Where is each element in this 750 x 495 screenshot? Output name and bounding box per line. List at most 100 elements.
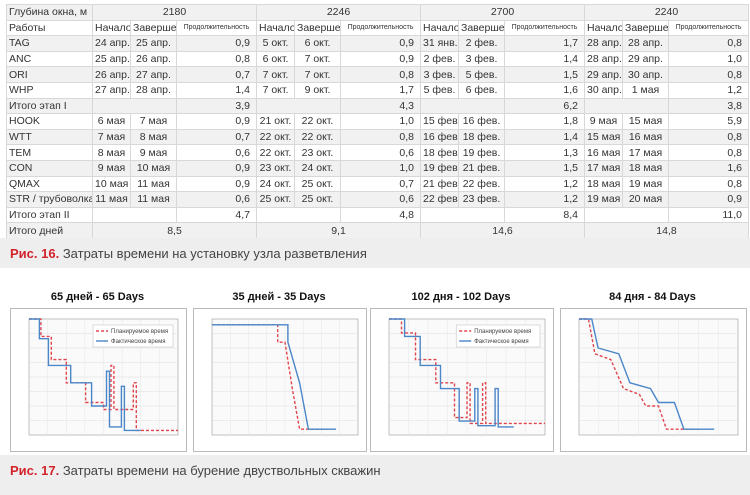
legend-label: Фактическое время xyxy=(111,339,165,345)
planned-time-line xyxy=(389,318,545,425)
end-date: 8 мая xyxy=(130,128,177,146)
stage-total: 3,9 xyxy=(176,97,257,115)
duration: 0,9 xyxy=(176,35,257,52)
table-row: Итого дней 8,5 9,1 14,6 14,8 xyxy=(6,222,749,239)
actual-time-line xyxy=(212,324,337,430)
start-date: 16 мая xyxy=(584,144,623,161)
start-date: 15 фев. xyxy=(420,113,459,130)
start-date: 25 окт. xyxy=(256,191,295,208)
end-date: 30 апр. xyxy=(622,66,669,83)
start-date: 5 окт. xyxy=(256,35,295,52)
figure-caption-text: Затраты времени на бурение двуствольных … xyxy=(62,463,381,478)
empty-cell xyxy=(584,97,669,115)
legend-label: Планируемое время xyxy=(474,329,531,335)
duration: 0,6 xyxy=(176,191,257,208)
stage-total: 4,8 xyxy=(340,206,421,224)
stage-total: 11,0 xyxy=(668,206,749,224)
duration: 0,9 xyxy=(340,35,421,52)
duration: 0,7 xyxy=(176,128,257,146)
duration: 0,7 xyxy=(340,175,421,193)
legend-label: Планируемое время xyxy=(111,329,168,335)
drilling-chart-2 xyxy=(193,308,367,452)
duration: 1,0 xyxy=(340,159,421,177)
grand-total: 14,6 xyxy=(420,222,585,239)
row-label: WHP xyxy=(6,81,93,99)
end-date: 6 окт. xyxy=(294,35,341,52)
column-header: Завершение xyxy=(458,19,505,37)
end-date: 1 мая xyxy=(622,81,669,99)
duration: 1,7 xyxy=(340,81,421,99)
planned-time-line xyxy=(579,318,699,430)
chart-title-3: 102 дня - 102 Days xyxy=(411,291,511,303)
duration: 5,9 xyxy=(668,113,749,130)
empty-cell xyxy=(256,97,341,115)
duration: 1,4 xyxy=(504,128,585,146)
end-date: 26 апр. xyxy=(130,50,177,68)
depth-value: 2240 xyxy=(584,4,749,21)
duration: 0,9 xyxy=(176,113,257,130)
stage-total: 4,7 xyxy=(176,206,257,224)
actual-time-line xyxy=(29,318,141,432)
drilling-chart-1: Планируемое время Фактическое время xyxy=(10,308,187,452)
start-date: 16 фев. xyxy=(420,128,459,146)
end-date: 18 мая xyxy=(622,159,669,177)
end-date: 11 мая xyxy=(130,191,177,208)
start-date: 28 апр. xyxy=(584,35,623,52)
end-date: 19 мая xyxy=(622,175,669,193)
duration: 1,6 xyxy=(504,81,585,99)
duration: 1,4 xyxy=(176,81,257,99)
duration: 1,0 xyxy=(340,113,421,130)
end-date: 10 мая xyxy=(130,159,177,177)
start-date: 2 фев. xyxy=(420,50,459,68)
figure-caption-16: Рис. 16. Затраты времени на установку уз… xyxy=(10,246,367,261)
end-date: 23 фев. xyxy=(458,191,505,208)
chart-title-1: 65 дней - 65 Days xyxy=(50,291,145,303)
column-header: Начало xyxy=(420,19,459,37)
drilling-chart-3: Планируемое время Фактическое время xyxy=(370,308,554,452)
start-date: 25 апр. xyxy=(92,50,131,68)
actual-time-line xyxy=(389,318,514,428)
end-date: 25 апр. xyxy=(130,35,177,52)
works-label: Работы xyxy=(6,19,93,37)
end-date: 22 фев. xyxy=(458,175,505,193)
end-date: 25 окт. xyxy=(294,175,341,193)
row-label: Итого этап I xyxy=(6,97,93,115)
table-row: WTT 7 мая 8 мая 0,7 22 окт. 22 окт. 0,8 16 фев.… xyxy=(6,128,749,146)
duration: 0,9 xyxy=(176,159,257,177)
table-row: ORI 26 апр. 27 апр. 0,7 7 окт. 7 окт. 0,8 3 фев… xyxy=(6,66,749,83)
start-date: 17 мая xyxy=(584,159,623,177)
table-row: Итого этап II 4,7 4,8 8,4 11,0 xyxy=(6,206,749,224)
empty-cell xyxy=(92,206,177,224)
chart-title-4: 84 дня - 84 Days xyxy=(609,291,696,303)
start-date: 18 фев. xyxy=(420,144,459,161)
end-date: 9 мая xyxy=(130,144,177,161)
end-date: 7 окт. xyxy=(294,66,341,83)
column-header: Продолжительность xyxy=(504,19,585,37)
figure-caption-text: Затраты времени на установку узла развет… xyxy=(62,246,367,261)
table-row: TEM 8 мая 9 мая 0,6 22 окт. 23 окт. 0,6 18 фев.… xyxy=(6,144,749,161)
empty-cell xyxy=(420,97,505,115)
start-date: 11 мая xyxy=(92,191,131,208)
row-label: TEM xyxy=(6,144,93,161)
duration: 0,6 xyxy=(340,144,421,161)
duration: 1,5 xyxy=(504,159,585,177)
duration: 1,2 xyxy=(504,175,585,193)
depth-value: 2246 xyxy=(256,4,421,21)
start-date: 29 апр. xyxy=(584,66,623,83)
end-date: 19 фев. xyxy=(458,144,505,161)
start-date: 21 окт. xyxy=(256,113,295,130)
start-date: 22 окт. xyxy=(256,128,295,146)
stage-total: 4,3 xyxy=(340,97,421,115)
start-date: 19 мая xyxy=(584,191,623,208)
row-label: ANC xyxy=(6,50,93,68)
column-header: Завершение xyxy=(622,19,669,37)
column-header: Начало xyxy=(256,19,295,37)
grand-total: 8,5 xyxy=(92,222,257,239)
start-date: 28 апр. xyxy=(584,50,623,68)
duration: 0,8 xyxy=(668,128,749,146)
depth-value: 2180 xyxy=(92,4,257,21)
end-date: 7 мая xyxy=(130,113,177,130)
column-header: Продолжительность xyxy=(176,19,257,37)
start-date: 6 окт. xyxy=(256,50,295,68)
end-date: 27 апр. xyxy=(130,66,177,83)
